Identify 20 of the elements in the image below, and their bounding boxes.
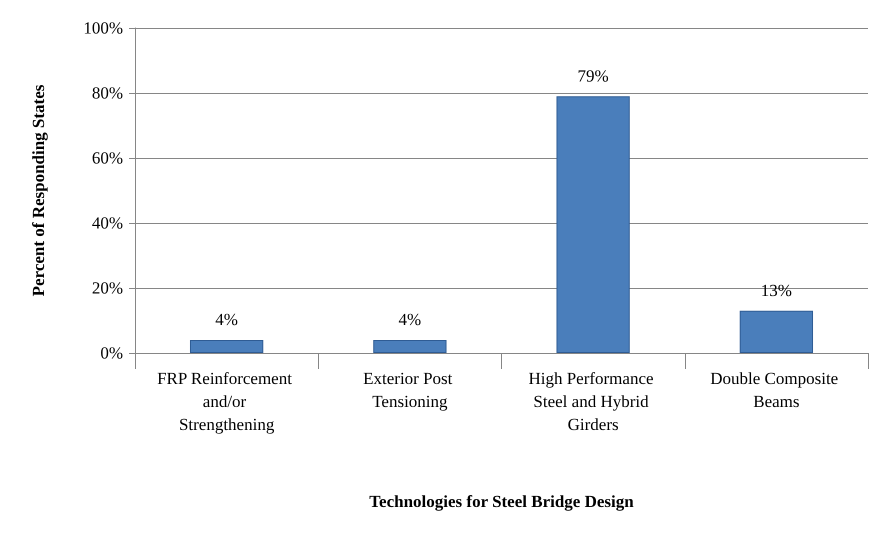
y-tick-label: 20%	[92, 278, 123, 298]
x-tick-label: Exterior Post Tensioning	[363, 369, 457, 411]
y-tick-label: 40%	[92, 214, 123, 232]
bar	[373, 340, 447, 353]
x-tick-label: High Performance Steel and Hybrid Girders	[528, 369, 658, 434]
data-label: 13%	[760, 280, 792, 300]
x-tick-label: FRP Reinforcement and/or Strengthening	[157, 369, 296, 434]
x-axis-title: Technologies for Steel Bridge Design	[369, 492, 634, 511]
y-tick-label: 60%	[92, 148, 123, 168]
x-tick-label: Double Composite Beams	[710, 369, 842, 411]
y-tick-label: 0%	[100, 344, 123, 362]
data-label: 4%	[398, 310, 422, 329]
y-tick-label: 80%	[92, 84, 123, 102]
bar	[556, 96, 630, 353]
data-label: 79%	[578, 66, 609, 86]
data-label: 4%	[215, 310, 238, 329]
y-axis-title: Percent of Responding States	[29, 84, 48, 296]
y-tick-label: 100%	[83, 18, 123, 38]
bar	[190, 340, 264, 353]
bar	[740, 310, 814, 353]
